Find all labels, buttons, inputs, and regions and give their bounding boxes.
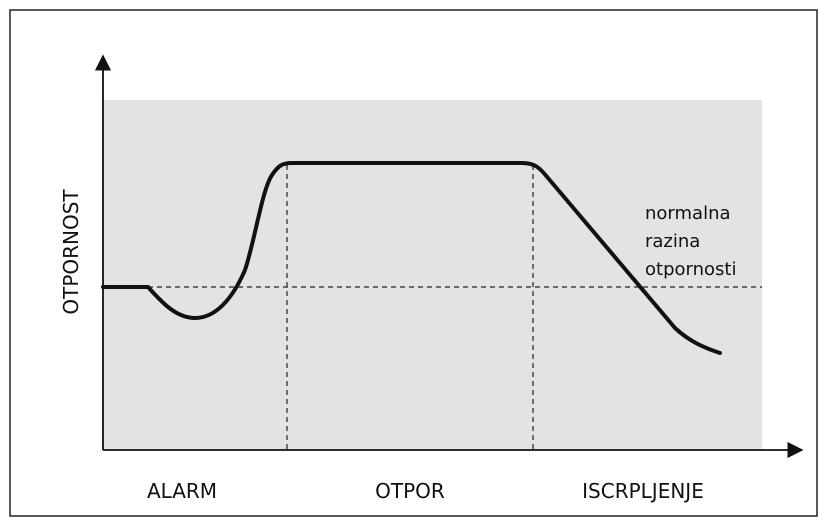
annotation-line: otpornosti [645,259,736,280]
axis-label: OTPORNOST [59,189,83,315]
annotation-line: normalna [645,203,731,224]
phase-label: ISCRPLJENJE [582,479,704,503]
annotation-line: razina [645,231,700,252]
phase-label: OTPOR [375,479,445,503]
resistance-curve [101,161,722,355]
phase-label: ALARM [147,479,217,503]
plot-area [103,100,762,450]
